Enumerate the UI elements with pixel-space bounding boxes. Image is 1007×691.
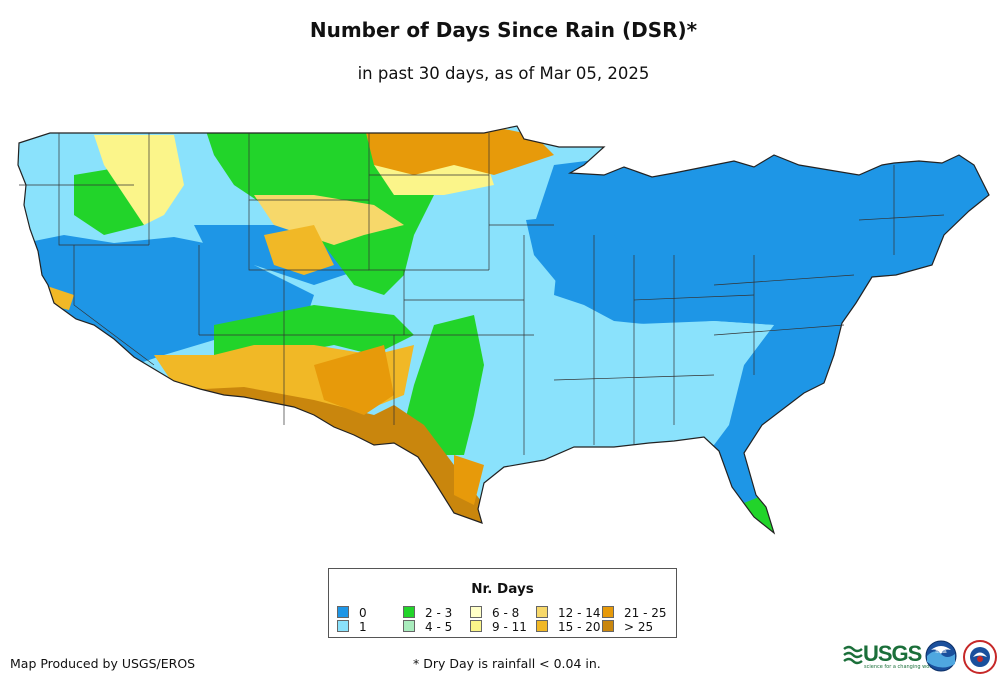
legend-item: 6 - 8 [470,606,519,620]
legend-swatch [602,606,614,618]
producer-credit: Map Produced by USGS/EROS [10,656,196,671]
legend-item: 15 - 20 [536,620,601,634]
region-midwest-blue [526,215,634,305]
map-subtitle: in past 30 days, as of Mar 05, 2025 [357,64,650,83]
legend-swatch [470,606,482,618]
noaa-logo: noaa [925,640,957,672]
state-boundaries [19,133,945,455]
legend-title: Nr. Days [471,581,534,597]
legend-swatch [337,620,349,632]
legend-item: > 25 [602,620,653,634]
legend: Nr. Days 0 1 2 - 3 4 - 5 6 - 8 9 - 11 12… [328,568,677,638]
legend-swatch [403,606,415,618]
map-title: Number of Days Since Rain (DSR)* [309,18,698,42]
us-dsr-map [17,125,990,535]
legend-item: 2 - 3 [403,606,452,620]
usgs-wordmark: USGS [863,641,922,666]
usgs-wave-icon [843,645,863,665]
region-light-wyoming [254,195,404,245]
legend-swatch [470,620,482,632]
legend-item: 9 - 11 [470,620,527,634]
legend-item: 4 - 5 [403,620,452,634]
legend-swatch [536,606,548,618]
legend-swatch [602,620,614,632]
us-outline [17,125,990,535]
legend-item: 21 - 25 [602,606,667,620]
svg-text:noaa: noaa [935,649,946,655]
region-tx-coast-orange [454,455,484,505]
region-sw-brown [184,387,484,533]
region-orange-nd [364,126,554,175]
legend-swatch [536,620,548,632]
legend-item: 12 - 14 [536,606,601,620]
legend-item: 1 [337,620,367,634]
region-yellow-montana [94,135,184,225]
usgs-tagline: science for a changing world [864,664,936,670]
nws-logo [963,640,997,674]
legend-swatch [403,620,415,632]
region-orange-wy [264,225,334,275]
usgs-logo: USGS science for a changing world [843,641,936,671]
region-green-texas [404,315,484,455]
legend-item: 0 [337,606,367,620]
legend-swatch [337,606,349,618]
dry-day-note: * Dry Day is rainfall < 0.04 in. [413,656,601,671]
region-nm-orange [314,345,394,415]
